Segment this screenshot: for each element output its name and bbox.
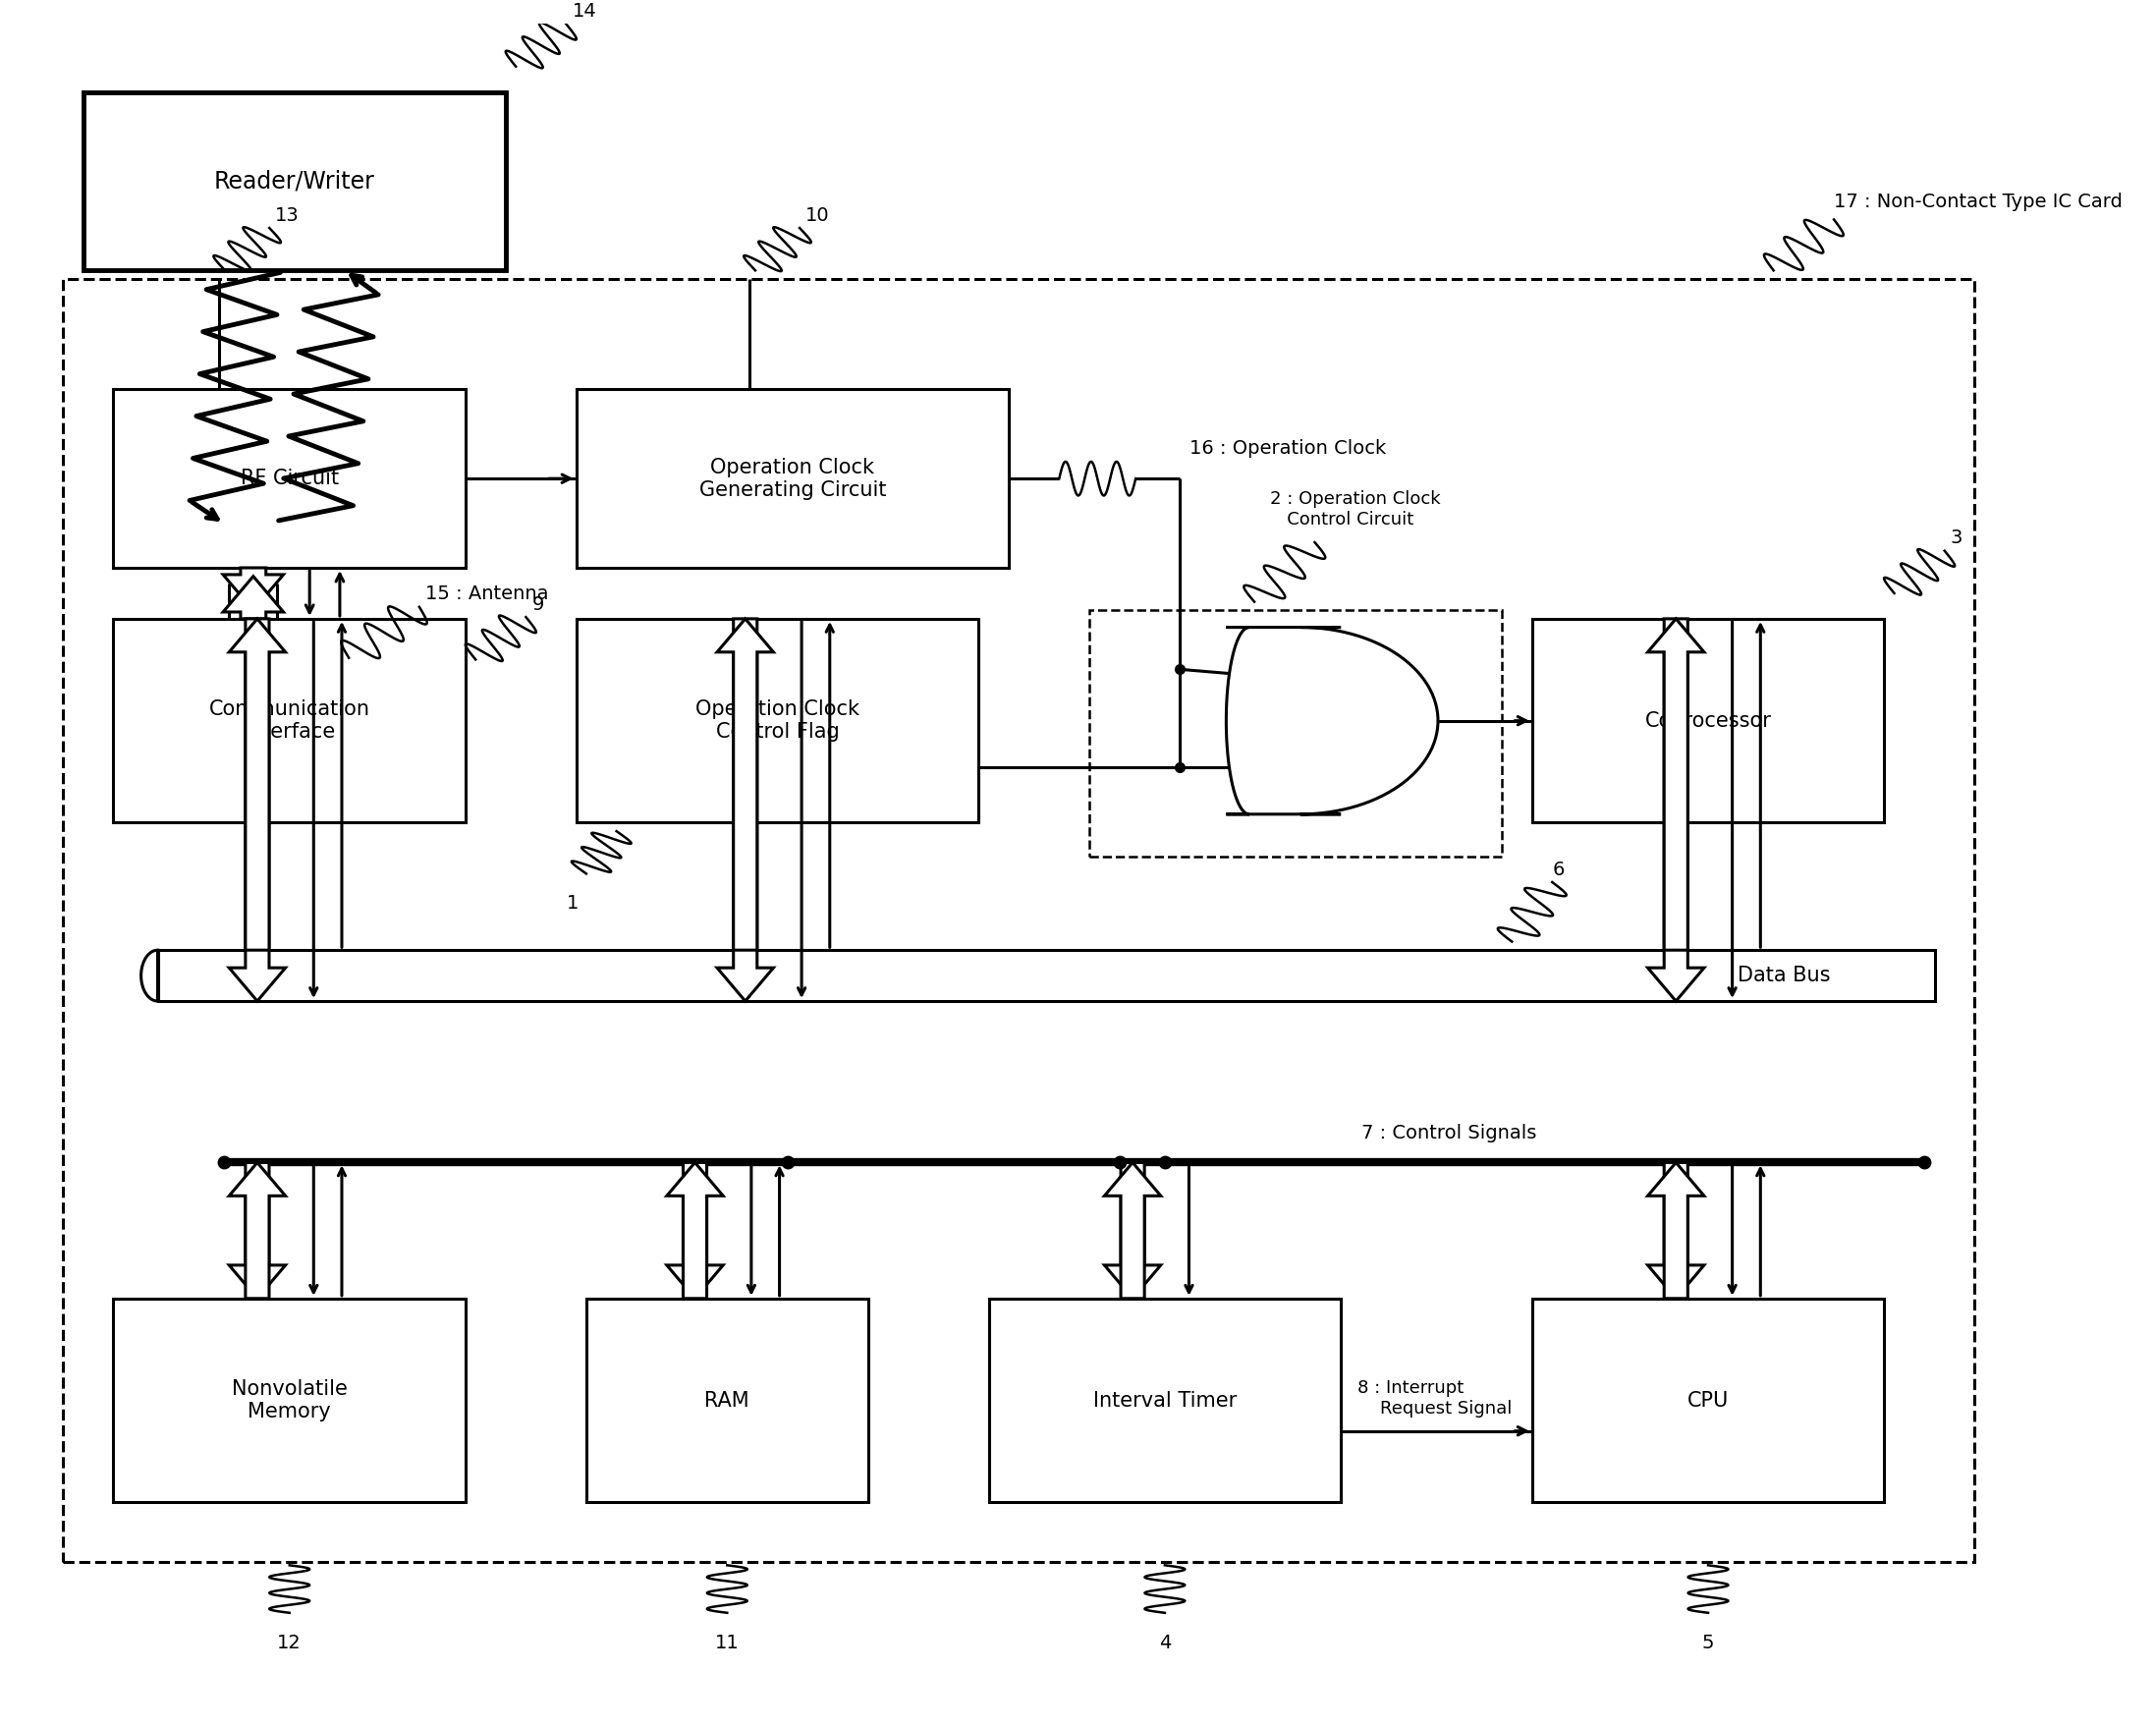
Polygon shape (229, 1163, 285, 1298)
Text: 16 : Operation Clock: 16 : Operation Clock (1190, 440, 1386, 457)
Polygon shape (1647, 1163, 1703, 1298)
Text: 14: 14 (571, 2, 597, 21)
Text: Nonvolatile
Memory: Nonvolatile Memory (231, 1379, 347, 1422)
Bar (114, 1298, 466, 1502)
Text: Reader/Writer: Reader/Writer (213, 169, 375, 193)
Text: 7 : Control Signals: 7 : Control Signals (1360, 1124, 1537, 1143)
Bar (576, 620, 979, 823)
Text: 12: 12 (278, 1633, 302, 1652)
Bar (1089, 611, 1503, 856)
Text: Coprocessor: Coprocessor (1645, 711, 1772, 730)
Bar (576, 390, 1009, 568)
Polygon shape (229, 620, 285, 949)
Polygon shape (1647, 1163, 1703, 1298)
Text: 13: 13 (276, 205, 300, 224)
Text: 4: 4 (1158, 1633, 1171, 1652)
Polygon shape (1647, 620, 1703, 1001)
Text: CPU: CPU (1688, 1391, 1729, 1410)
Polygon shape (1647, 620, 1703, 949)
Text: 8 : Interrupt
    Request Signal: 8 : Interrupt Request Signal (1356, 1379, 1511, 1417)
Polygon shape (1227, 627, 1438, 815)
Bar (84, 91, 507, 271)
Text: 3: 3 (1951, 528, 1962, 547)
Bar (168, 625, 338, 690)
Bar (586, 1298, 869, 1502)
Text: 6: 6 (1552, 860, 1565, 879)
Polygon shape (718, 620, 774, 949)
Text: RAM: RAM (705, 1391, 750, 1410)
Text: 17 : Non-Contact Type IC Card: 17 : Non-Contact Type IC Card (1835, 192, 2122, 211)
Bar (114, 390, 466, 568)
Text: Interval Timer: Interval Timer (1093, 1391, 1238, 1410)
Polygon shape (222, 568, 282, 611)
Bar (114, 620, 466, 823)
Bar (1533, 620, 1884, 823)
Text: 2 : Operation Clock
   Control Circuit: 2 : Operation Clock Control Circuit (1270, 490, 1440, 528)
Text: 10: 10 (806, 205, 830, 224)
Bar (1533, 1298, 1884, 1502)
Text: Data Bus: Data Bus (1738, 967, 1830, 986)
Bar (63, 280, 1975, 1562)
Text: RF Circuit: RF Circuit (239, 469, 338, 488)
Text: 1: 1 (567, 894, 578, 913)
Bar (157, 949, 1934, 1001)
Text: 9: 9 (533, 595, 543, 614)
Text: 5: 5 (1701, 1633, 1714, 1652)
Polygon shape (718, 620, 774, 1001)
Text: Communication
Interface: Communication Interface (209, 699, 371, 742)
Polygon shape (140, 949, 157, 1001)
Text: 15 : Antenna: 15 : Antenna (425, 585, 548, 604)
Polygon shape (1104, 1163, 1160, 1298)
Polygon shape (1104, 1163, 1160, 1298)
Text: 11: 11 (716, 1633, 740, 1652)
Polygon shape (222, 576, 282, 620)
Bar (990, 1298, 1341, 1502)
Polygon shape (666, 1163, 722, 1298)
Text: Operation Clock
Control Flag: Operation Clock Control Flag (696, 699, 860, 742)
Polygon shape (229, 620, 285, 1001)
Text: Operation Clock
Generating Circuit: Operation Clock Generating Circuit (699, 457, 886, 501)
Polygon shape (229, 1163, 285, 1298)
Polygon shape (666, 1163, 722, 1298)
